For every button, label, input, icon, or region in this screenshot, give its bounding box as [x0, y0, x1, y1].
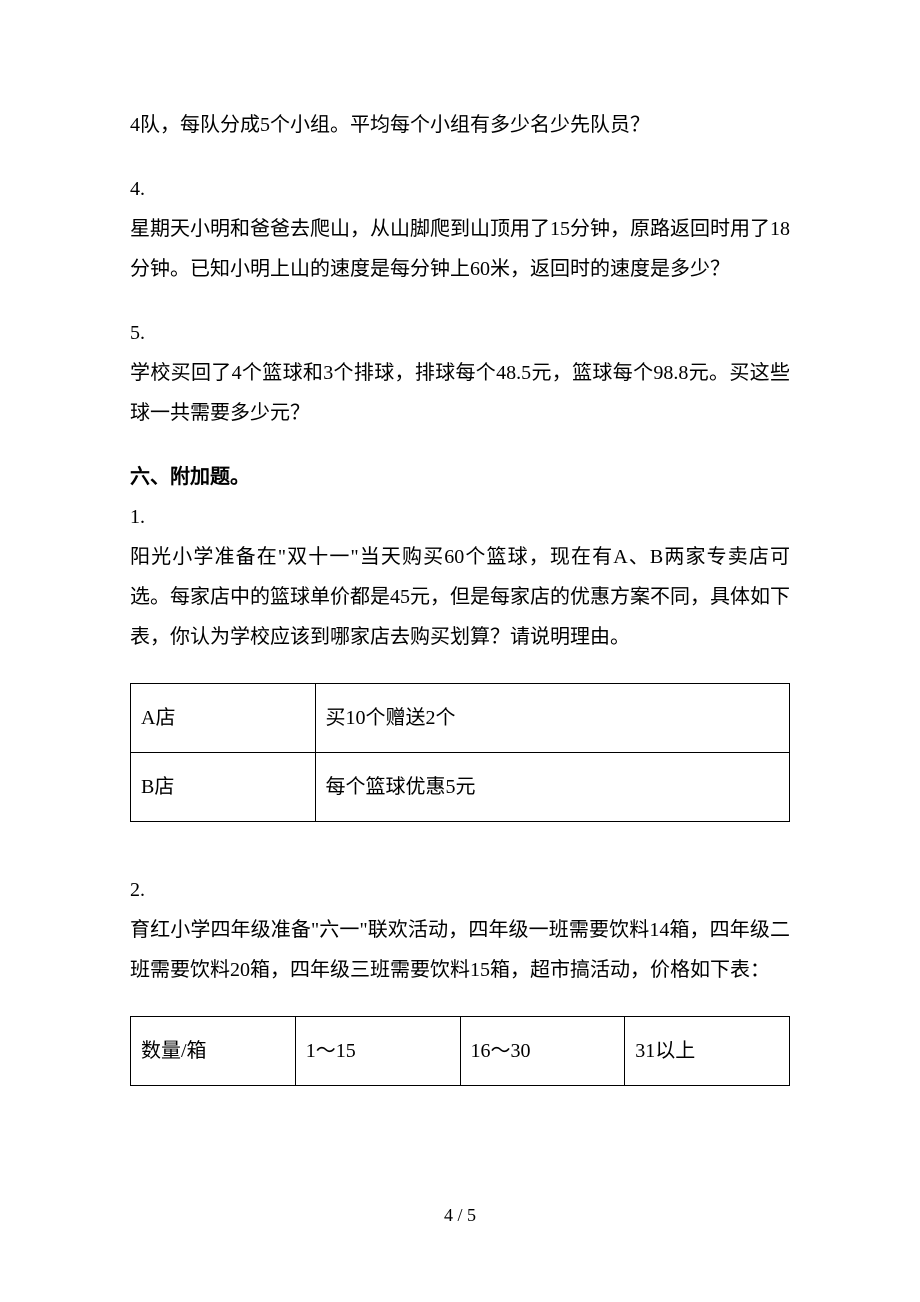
quantity-table: 数量/箱 1～15 16～30 31以上: [130, 1016, 790, 1086]
cell-store-b: B店: [131, 753, 316, 822]
page-number: 4 / 5: [0, 1205, 920, 1226]
table-row: B店 每个篮球优惠5元: [131, 753, 790, 822]
q4-number: 4.: [130, 169, 790, 209]
q5-number: 5.: [130, 313, 790, 353]
q4-text: 星期天小明和爸爸去爬山，从山脚爬到山顶用了15分钟，原路返回时用了18分钟。已知…: [130, 209, 790, 289]
table-row: A店 买10个赠送2个: [131, 684, 790, 753]
cell-store-a: A店: [131, 684, 316, 753]
cell-range-2: 16～30: [460, 1017, 625, 1086]
cell-range-3: 31以上: [625, 1017, 790, 1086]
section6-heading: 六、附加题。: [130, 457, 790, 497]
table-row: 数量/箱 1～15 16～30 31以上: [131, 1017, 790, 1086]
cell-range-1: 1～15: [295, 1017, 460, 1086]
store-table: A店 买10个赠送2个 B店 每个篮球优惠5元: [130, 683, 790, 822]
document-page: 4队，每队分成5个小组。平均每个小组有多少名少先队员？ 4. 星期天小明和爸爸去…: [0, 0, 920, 1086]
s6-q2-text: 育红小学四年级准备"六一"联欢活动，四年级一班需要饮料14箱，四年级二班需要饮料…: [130, 910, 790, 990]
s6-q1-number: 1.: [130, 497, 790, 537]
q3-continuation: 4队，每队分成5个小组。平均每个小组有多少名少先队员？: [130, 105, 790, 145]
s6-q1-text: 阳光小学准备在"双十一"当天购买60个篮球，现在有A、B两家专卖店可选。每家店中…: [130, 537, 790, 657]
q5-text: 学校买回了4个篮球和3个排球，排球每个48.5元，篮球每个98.8元。买这些球一…: [130, 353, 790, 433]
cell-qty-label: 数量/箱: [131, 1017, 296, 1086]
cell-store-a-offer: 买10个赠送2个: [315, 684, 789, 753]
cell-store-b-offer: 每个篮球优惠5元: [315, 753, 789, 822]
s6-q2-number: 2.: [130, 870, 790, 910]
